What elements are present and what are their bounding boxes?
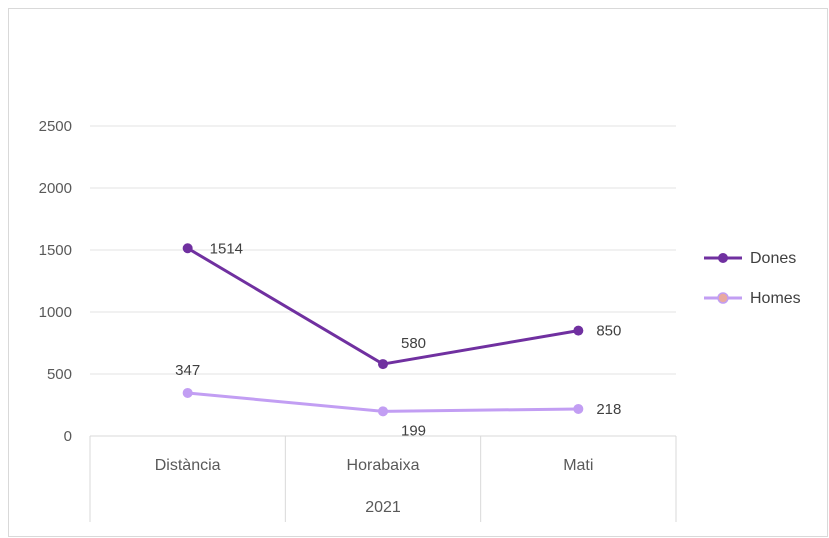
y-tick-label: 500 (47, 366, 72, 383)
data-label: 580 (401, 335, 426, 352)
y-tick-label: 2000 (39, 180, 72, 197)
category-label: Mati (563, 457, 593, 474)
category-label: Distància (155, 457, 221, 474)
legend-marker (717, 292, 729, 304)
y-axis: 0 500 1000 1500 2000 2500 (39, 118, 72, 445)
data-label: 850 (596, 323, 621, 340)
data-point (573, 325, 584, 336)
y-tick-label: 0 (64, 428, 72, 445)
y-tick-label: 2500 (39, 118, 72, 135)
group-label: 2021 (365, 499, 401, 516)
data-label: 1514 (210, 240, 243, 257)
legend-label: Homes (750, 290, 801, 307)
legend-marker (718, 253, 728, 263)
legend-label: Dones (750, 250, 796, 267)
gridlines (90, 125, 676, 375)
data-point (182, 387, 193, 398)
data-label: 347 (175, 362, 200, 379)
chart-frame (8, 8, 828, 537)
x-axis: Distància Horabaixa Mati 2021 (89, 435, 677, 522)
y-tick-label: 1000 (39, 304, 72, 321)
y-tick-label: 1500 (39, 242, 72, 259)
data-point (378, 359, 388, 370)
legend: Dones Homes (704, 250, 801, 307)
series-layer (182, 243, 584, 417)
category-label: Horabaixa (347, 457, 420, 474)
data-label: 218 (596, 401, 621, 418)
data-point (573, 403, 584, 414)
data-label: 199 (401, 422, 426, 439)
series-line-dones (186, 246, 579, 366)
data-point (378, 406, 388, 417)
data-labels: 1514 580 850 347 199 218 (175, 240, 621, 439)
data-point (182, 243, 193, 254)
